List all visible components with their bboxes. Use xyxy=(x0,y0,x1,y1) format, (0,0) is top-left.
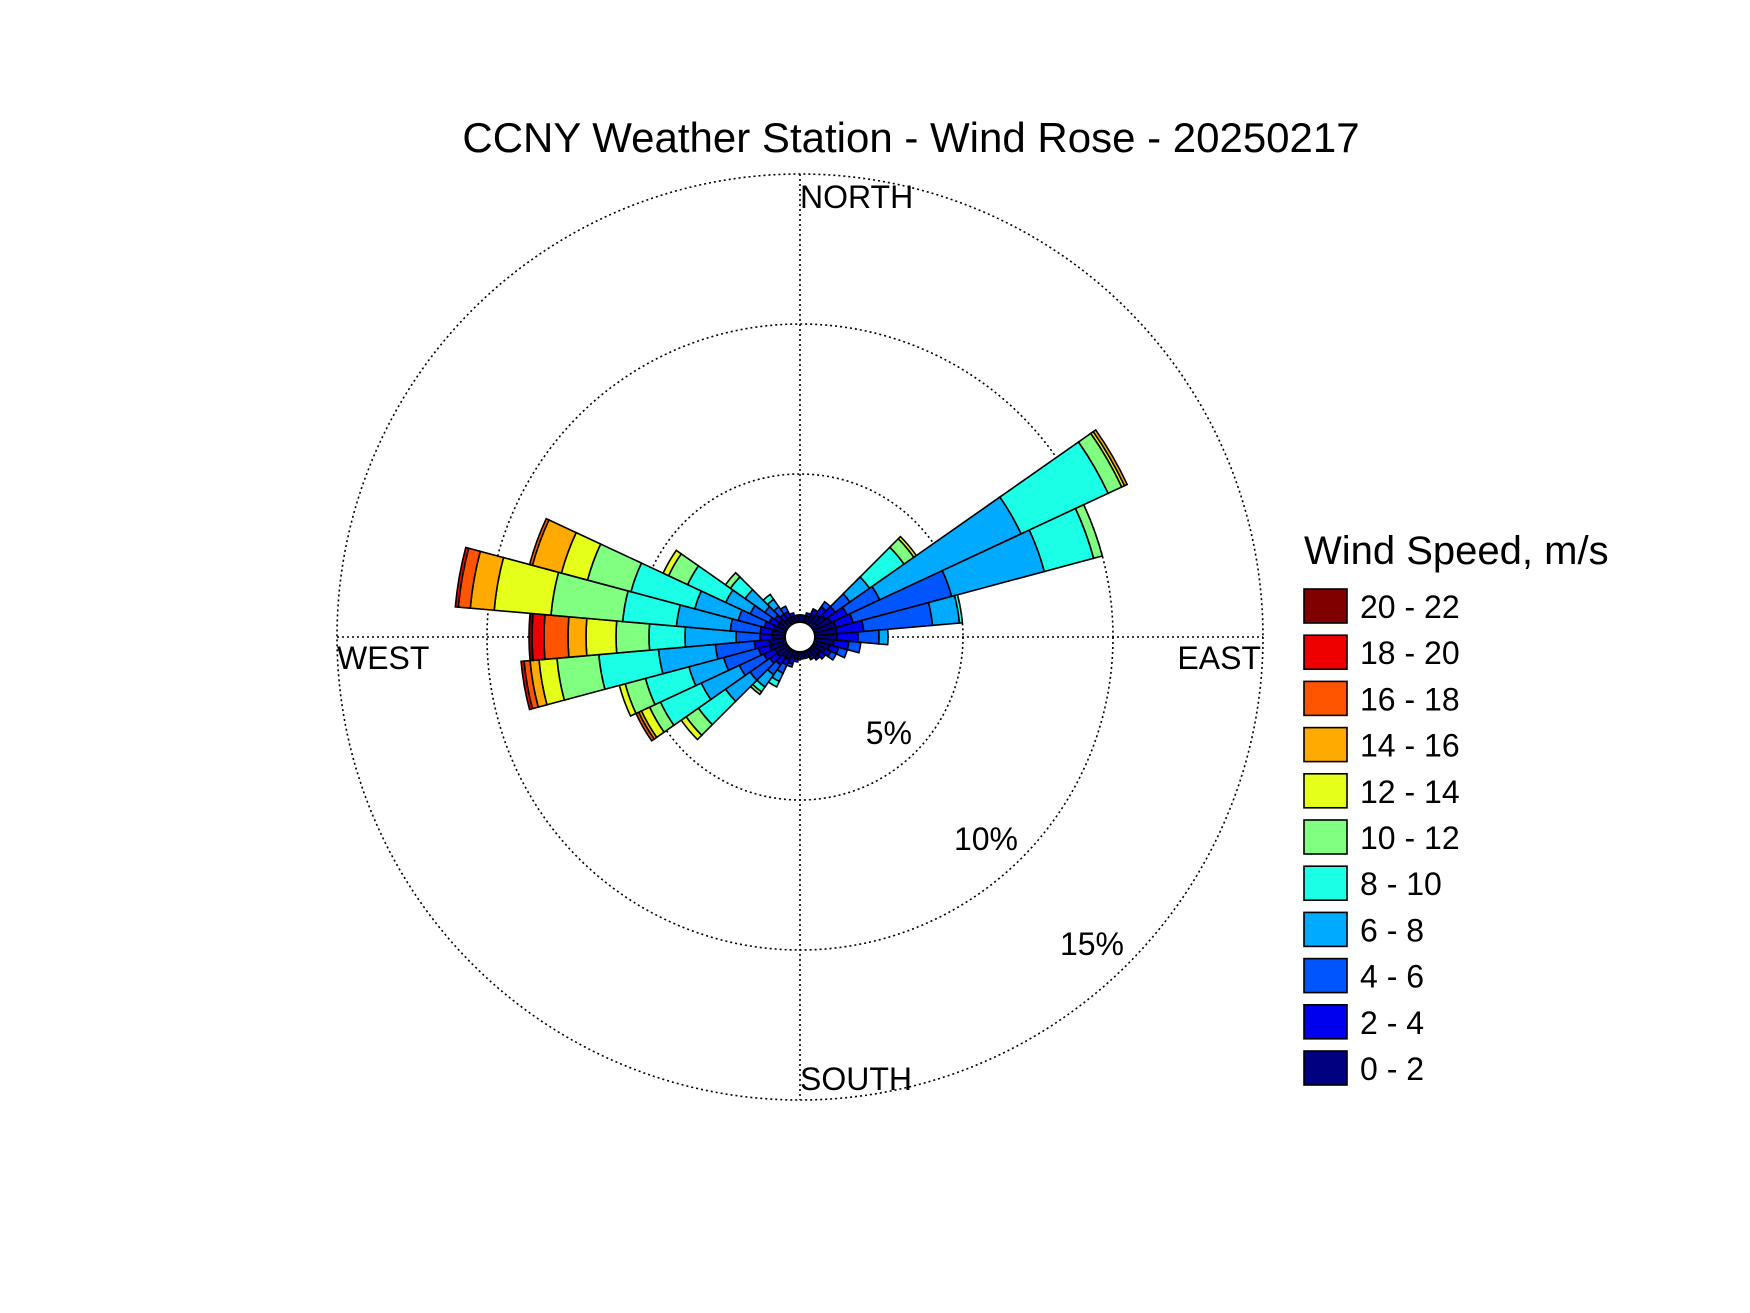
ring-label-5: 5% xyxy=(866,715,912,751)
rose-segment-dir330-bin2 xyxy=(779,605,790,616)
rose-segment-dir80-bin4 xyxy=(953,593,964,624)
legend-label-7: 6 - 8 xyxy=(1360,912,1424,948)
wind-speed-legend: Wind Speed, m/s 20 - 22 18 - 20 16 - 18 14 … xyxy=(1303,529,1609,1087)
compass-south: SOUTH xyxy=(800,1061,912,1097)
rose-segment-dir290-bin8 xyxy=(528,517,551,567)
rose-segment-dir70-bin5 xyxy=(1074,503,1104,560)
rose-segment-dir270-bin7 xyxy=(567,615,588,659)
rose-segment-dir270-bin10 xyxy=(528,612,534,662)
rose-segment-dir270-bin9 xyxy=(531,612,546,662)
rose-segment-dir270-bin4 xyxy=(648,622,687,652)
rose-segment-dir270-bin8 xyxy=(543,613,570,661)
legend-label-10: 0 - 2 xyxy=(1360,1051,1424,1087)
legend-label-4: 12 - 14 xyxy=(1360,774,1460,810)
rose-segment-dir150-bin1 xyxy=(808,653,816,661)
legend-swatch-0 xyxy=(1303,588,1348,624)
legend-label-2: 16 - 18 xyxy=(1360,681,1460,717)
rose-segment-dir320-bin4 xyxy=(762,593,775,606)
rose-segment-dir60-bin7 xyxy=(1092,428,1129,487)
rose-segment-dir110-bin2 xyxy=(835,646,849,659)
ring-label-10: 10% xyxy=(954,821,1018,857)
legend-swatch-2 xyxy=(1303,680,1348,717)
legend-label-6: 8 - 10 xyxy=(1360,866,1442,902)
legend-items: 20 - 22 18 - 20 16 - 18 14 - 16 12 - 14 10 - … xyxy=(1303,588,1460,1087)
rose-segment-dir260-bin9 xyxy=(520,660,534,711)
legend-label-8: 4 - 6 xyxy=(1360,959,1424,995)
legend-swatch-8 xyxy=(1303,957,1348,994)
legend-swatch-4 xyxy=(1303,772,1348,809)
rose-segment-dir340-bin1 xyxy=(788,611,796,619)
rose-segment-dir270-bin6 xyxy=(585,617,618,657)
calm-center xyxy=(784,621,816,653)
compass-east: EAST xyxy=(1177,640,1261,676)
rose-segment-dir100-bin2 xyxy=(846,640,862,654)
rose-segment-dir280-bin9 xyxy=(454,546,470,608)
rose-segment-dir140-bin1 xyxy=(813,653,821,662)
compass-west: WEST xyxy=(337,640,429,676)
legend-label-5: 10 - 12 xyxy=(1360,820,1460,856)
legend-label-3: 14 - 16 xyxy=(1360,728,1460,764)
wind-rose-sectors xyxy=(454,428,1129,742)
legend-swatch-1 xyxy=(1303,634,1348,671)
legend-title: Wind Speed, m/s xyxy=(1304,529,1609,573)
compass-north: NORTH xyxy=(800,179,913,215)
rose-segment-dir90-bin3 xyxy=(877,628,889,646)
legend-swatch-7 xyxy=(1303,911,1348,948)
legend-swatch-6 xyxy=(1303,865,1348,902)
legend-swatch-3 xyxy=(1303,726,1348,763)
rose-segment-dir270-bin5 xyxy=(615,620,651,654)
rose-segment-dir300-bin6 xyxy=(662,549,683,577)
ring-label-15: 15% xyxy=(1060,926,1124,962)
legend-swatch-5 xyxy=(1303,819,1348,855)
chart-title: CCNY Weather Station - Wind Rose - 20250… xyxy=(462,114,1359,161)
legend-swatch-9 xyxy=(1303,1003,1348,1040)
rose-segment-dir130-bin1 xyxy=(816,650,827,661)
rose-segment-dir120-bin2 xyxy=(826,650,838,662)
rose-segment-dir260-bin5 xyxy=(556,653,606,702)
rose-segment-dir310-bin5 xyxy=(724,571,742,590)
legend-swatch-10 xyxy=(1303,1050,1348,1086)
legend-label-0: 20 - 22 xyxy=(1360,589,1460,625)
legend-label-9: 2 - 4 xyxy=(1360,1005,1424,1041)
legend-label-1: 18 - 20 xyxy=(1360,635,1460,671)
